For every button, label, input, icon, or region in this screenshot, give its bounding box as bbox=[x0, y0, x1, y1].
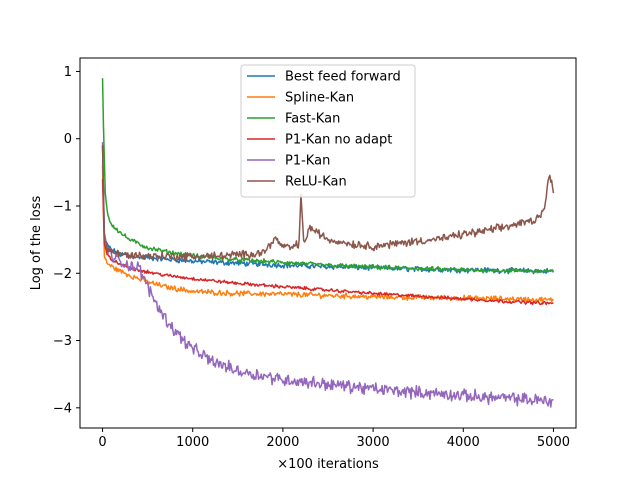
x-tick-label: 4000 bbox=[447, 435, 480, 450]
y-tick-label: −1 bbox=[53, 200, 72, 215]
y-tick-label: 1 bbox=[64, 65, 72, 80]
series-line-relu-kan bbox=[101, 145, 555, 262]
x-tick-label: 0 bbox=[98, 435, 106, 450]
legend-label: P1-Kan bbox=[285, 154, 330, 169]
legend-box bbox=[240, 64, 416, 198]
x-axis: 0 1000 2000 3000 4000 5000 bbox=[98, 428, 570, 450]
legend-label: ReLU-Kan bbox=[285, 175, 347, 190]
x-axis-label: ×100 iterations bbox=[277, 457, 379, 472]
series-line-spline-kan bbox=[101, 165, 554, 304]
legend-label: Spline-Kan bbox=[285, 91, 354, 106]
legend-label: P1-Kan no adapt bbox=[285, 133, 392, 148]
y-tick-label: −2 bbox=[53, 267, 72, 282]
x-tick-label: 1000 bbox=[176, 435, 209, 450]
plot-series-group bbox=[101, 78, 555, 408]
y-tick-label: 0 bbox=[64, 132, 72, 147]
legend-label: Best feed forward bbox=[285, 70, 401, 85]
series-line-fast-kan bbox=[101, 78, 554, 274]
y-axis: 1 0 −1 −2 −3 −4 bbox=[53, 65, 80, 416]
series-line-p1-kan bbox=[101, 142, 554, 408]
y-axis-label: Log of the loss bbox=[29, 195, 44, 290]
x-tick-label: 2000 bbox=[266, 435, 299, 450]
legend: Best feed forward Spline-Kan Fast-Kan P1-Ka… bbox=[240, 64, 416, 198]
series-line-p1-kan-no-adapt bbox=[101, 179, 554, 306]
x-tick-label: 3000 bbox=[357, 435, 390, 450]
legend-label: Fast-Kan bbox=[285, 112, 340, 127]
y-tick-label: −4 bbox=[53, 401, 72, 416]
y-tick-label: −3 bbox=[53, 334, 72, 349]
axes-frame bbox=[79, 57, 577, 429]
x-tick-label: 5000 bbox=[537, 435, 570, 450]
